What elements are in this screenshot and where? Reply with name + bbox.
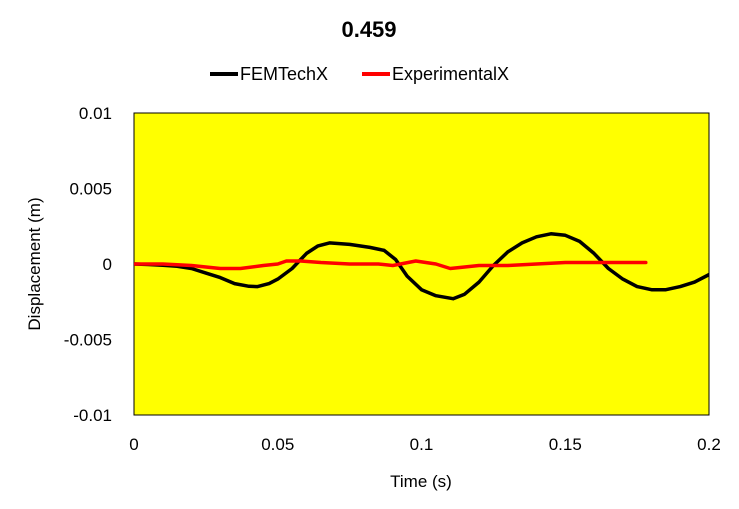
legend: FEMTechX ExperimentalX xyxy=(210,64,509,84)
legend-label-femtechx: FEMTechX xyxy=(240,64,328,84)
y-tick-label: -0.005 xyxy=(64,331,112,350)
y-axis-label: Displacement (m) xyxy=(25,197,44,330)
x-axis-label: Time (s) xyxy=(390,472,452,491)
x-tick-label: 0 xyxy=(129,435,138,454)
legend-label-experimentalx: ExperimentalX xyxy=(392,64,509,84)
y-tick-label: 0.005 xyxy=(69,180,112,199)
chart-title: 0.459 xyxy=(341,17,396,42)
y-tick-label: 0 xyxy=(103,255,112,274)
y-tick-label: -0.01 xyxy=(73,406,112,425)
series-line-femtechx xyxy=(134,232,709,301)
x-axis-ticks: 0 0.05 0.1 0.15 0.2 xyxy=(129,435,721,454)
x-tick-label: 0.2 xyxy=(697,435,721,454)
x-tick-label: 0.15 xyxy=(549,435,582,454)
y-axis-ticks: 0.01 0.005 0 -0.005 -0.01 xyxy=(64,104,112,425)
y-tick-label: 0.01 xyxy=(79,104,112,123)
x-tick-label: 0.05 xyxy=(261,435,294,454)
series-layer xyxy=(134,232,709,301)
x-tick-label: 0.1 xyxy=(410,435,434,454)
series-line-experimentalx xyxy=(134,259,648,271)
